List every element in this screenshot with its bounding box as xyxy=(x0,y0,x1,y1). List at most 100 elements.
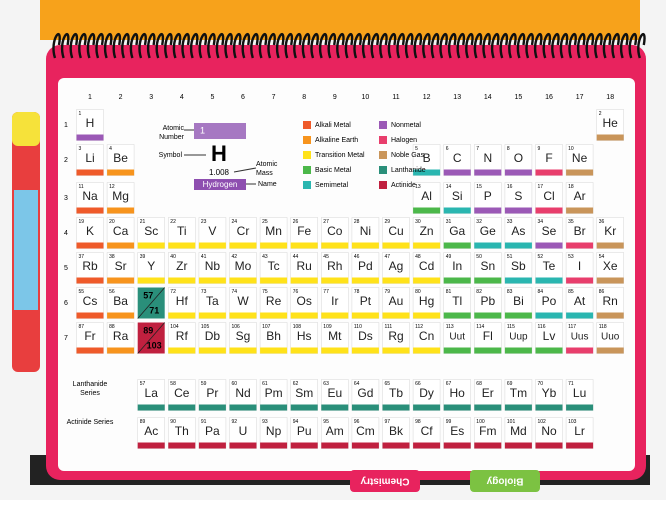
atomic-number: 106 xyxy=(232,324,241,330)
atomic-number: 31 xyxy=(446,219,452,225)
element-color-bar xyxy=(474,242,502,249)
coil xyxy=(422,32,431,59)
element-color-bar xyxy=(76,277,104,284)
atomic-number: 53 xyxy=(568,254,574,260)
element-color-bar xyxy=(535,169,563,176)
element-symbol: No xyxy=(541,424,557,438)
element-symbol: In xyxy=(452,259,462,273)
atomic-number: 104 xyxy=(170,324,179,330)
legend-swatch xyxy=(303,181,311,189)
key-name: Hydrogen xyxy=(203,180,238,189)
key-symbol-label: Symbol xyxy=(159,152,183,159)
element-color-bar xyxy=(198,404,226,411)
atomic-number: 76 xyxy=(293,289,299,295)
spiral xyxy=(52,32,646,59)
atomic-number: 26 xyxy=(293,219,299,225)
element-color-bar xyxy=(596,242,624,249)
element-symbol: Ge xyxy=(480,224,496,238)
atomic-number: 99 xyxy=(446,419,452,425)
element-color-bar xyxy=(260,442,288,449)
element-symbol: Cr xyxy=(237,224,250,238)
element-symbol: Pb xyxy=(480,294,495,308)
element: 15P xyxy=(473,182,502,214)
atomic-number: 57 xyxy=(140,381,146,387)
element-symbol: Lu xyxy=(573,386,586,400)
coil xyxy=(379,32,388,59)
coil xyxy=(447,32,457,59)
element-symbol: Pt xyxy=(360,294,372,308)
element-color-bar xyxy=(382,277,410,284)
element-symbol: Lv xyxy=(543,329,556,343)
element-symbol: Uut xyxy=(449,332,465,343)
element-symbol: Am xyxy=(326,424,344,438)
group-number: 8 xyxy=(302,94,306,101)
element-color-bar xyxy=(351,404,379,411)
coil xyxy=(189,32,199,59)
coil xyxy=(370,32,380,59)
atomic-number: 71 xyxy=(568,381,574,387)
coil xyxy=(336,32,345,59)
atomic-number: 62 xyxy=(293,381,299,387)
atomic-number: 64 xyxy=(354,381,360,387)
element-color-bar xyxy=(137,242,165,249)
element: 16S xyxy=(504,182,533,214)
element-color-bar xyxy=(351,277,379,284)
element-symbol: Au xyxy=(389,294,404,308)
element-symbol: Ti xyxy=(177,224,187,238)
coil xyxy=(353,32,362,59)
atomic-number: 111 xyxy=(385,324,393,330)
atomic-number: 1 xyxy=(79,111,82,117)
key-number-label: Atomic Number xyxy=(159,125,184,141)
element-symbol: N xyxy=(483,151,492,165)
coil xyxy=(164,32,173,59)
coil xyxy=(602,32,612,59)
atomic-number: 30 xyxy=(415,219,421,225)
element-color-bar xyxy=(535,347,563,354)
legend-swatch xyxy=(379,151,387,159)
element-color-bar xyxy=(260,312,288,319)
atomic-number: 28 xyxy=(354,219,360,225)
element-symbol: K xyxy=(86,224,94,238)
element-color-bar xyxy=(504,242,532,249)
element-symbol: Os xyxy=(297,294,312,308)
atomic-number: 102 xyxy=(538,419,547,425)
coil xyxy=(551,32,560,59)
element-color-bar xyxy=(107,207,135,214)
element: 7N xyxy=(473,144,502,176)
element-symbol: Db xyxy=(205,329,221,343)
atomic-number: 100 xyxy=(476,419,485,425)
element-color-bar xyxy=(382,347,410,354)
element-color-bar xyxy=(596,277,624,284)
element-symbol: Po xyxy=(542,294,557,308)
key-mass: 1.008 xyxy=(209,168,230,177)
element-symbol: Tc xyxy=(268,259,280,273)
atomic-number: 50 xyxy=(476,254,482,260)
element-color-bar xyxy=(443,312,471,319)
element-color-bar xyxy=(443,442,471,449)
element-color-bar xyxy=(260,242,288,249)
element-symbol: Na xyxy=(82,189,98,203)
atomic-number: 101 xyxy=(507,419,516,425)
element-symbol: Rn xyxy=(603,294,618,308)
coil xyxy=(344,32,354,59)
element-symbol: Re xyxy=(266,294,282,308)
element-color-bar xyxy=(382,404,410,411)
